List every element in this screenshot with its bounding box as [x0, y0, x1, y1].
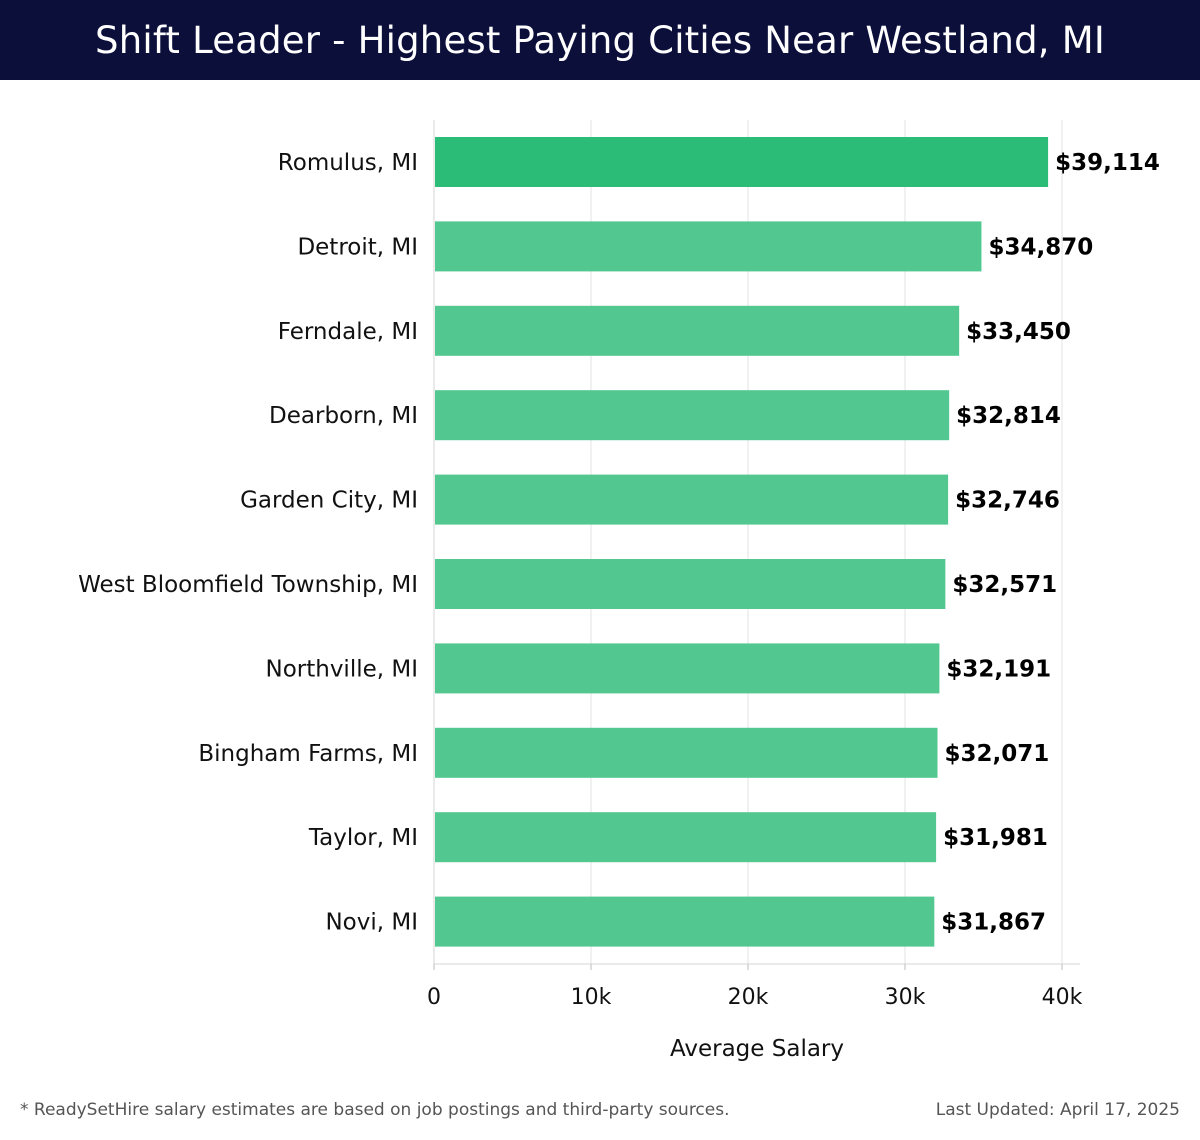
x-axis-title: Average Salary: [670, 1036, 844, 1062]
bar: [435, 812, 937, 863]
category-label: Detroit, MI: [297, 234, 418, 260]
chart-header: Shift Leader - Highest Paying Cities Nea…: [0, 0, 1200, 80]
x-tick-label: 40k: [1042, 985, 1083, 1010]
category-label: Ferndale, MI: [278, 319, 418, 345]
last-updated: Last Updated: April 17, 2025: [935, 1100, 1180, 1120]
category-label: Garden City, MI: [240, 488, 418, 514]
value-label: $33,450: [966, 319, 1071, 345]
bar: [435, 305, 960, 356]
value-label: $31,981: [943, 825, 1048, 851]
bar: [435, 896, 935, 947]
value-label: $39,114: [1055, 150, 1160, 176]
value-label: $32,571: [952, 572, 1057, 598]
x-tick-label: 20k: [728, 985, 769, 1010]
value-label: $34,870: [988, 234, 1093, 260]
category-label: Bingham Farms, MI: [198, 741, 418, 767]
value-label: $32,071: [945, 741, 1050, 767]
value-label: $32,814: [956, 403, 1061, 429]
footer-note: * ReadySetHire salary estimates are base…: [20, 1100, 730, 1120]
category-label: Romulus, MI: [278, 150, 418, 176]
x-tick-label: 10k: [571, 985, 612, 1010]
bar: [435, 137, 1049, 187]
category-label: West Bloomfield Township, MI: [78, 572, 418, 598]
category-label: Northville, MI: [265, 656, 418, 682]
category-label: Novi, MI: [325, 910, 418, 936]
value-label: $31,867: [941, 910, 1046, 936]
category-label: Dearborn, MI: [269, 403, 418, 429]
bar: [435, 474, 949, 525]
chart-title: Shift Leader - Highest Paying Cities Nea…: [95, 18, 1105, 62]
value-label: $32,746: [955, 488, 1060, 514]
value-label: $32,191: [946, 656, 1051, 682]
bar: [435, 727, 938, 778]
x-tick-label: 30k: [885, 985, 926, 1010]
category-label: Taylor, MI: [308, 825, 418, 851]
bar: [435, 221, 982, 272]
salary-bar-chart: 0 10k 20k 30k 40k Average Salary Romulus, MI $3…: [78, 120, 1160, 1062]
x-tick-label: 0: [427, 985, 441, 1010]
bar: [435, 390, 950, 441]
bar: [435, 643, 940, 694]
bar: [435, 559, 946, 609]
